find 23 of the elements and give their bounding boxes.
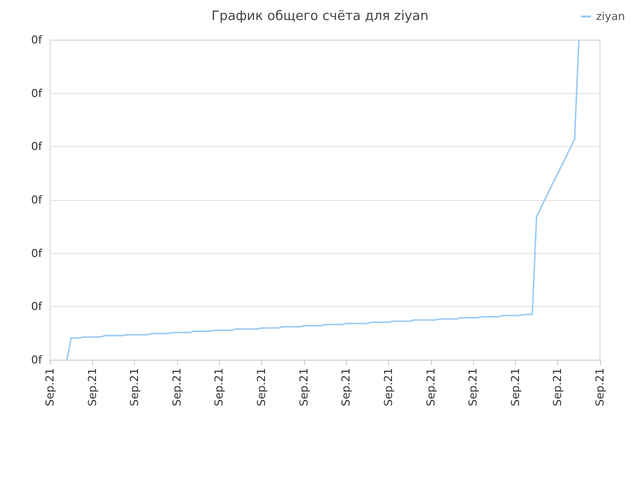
x-tick-label: Sep.21 [594, 368, 606, 406]
x-tick-label: Sep.21 [424, 368, 438, 406]
text: 0f [31, 140, 44, 154]
text: 0f [31, 300, 44, 314]
x-tick-label: Sep.21 [255, 368, 268, 406]
x-tick-label: Sep.21 [44, 368, 56, 406]
x-tick-label: Sep.21 [551, 368, 564, 406]
x-tick-label: Sep.21 [212, 368, 226, 406]
x-tick-label: Sep.21 [128, 368, 142, 406]
text: 0f [31, 246, 44, 260]
legend-label: ziyan [596, 10, 626, 23]
text: 0f [31, 86, 44, 100]
x-tick-label: Sep.21 [170, 368, 184, 406]
text: 0f [31, 354, 44, 366]
x-tick-label: Sep.21 [86, 368, 99, 406]
x-tick-label: Sep.21 [466, 368, 480, 406]
x-tick-label: Sep.21 [508, 368, 522, 406]
x-tick-label: Sep.21 [340, 368, 353, 406]
text: 0f [31, 34, 44, 46]
x-tick-label: Sep.21 [297, 368, 310, 406]
chart-title: График общего счёта для ziyan [212, 9, 428, 24]
text: 0f [31, 194, 44, 206]
x-tick-label: Sep.21 [382, 368, 395, 406]
